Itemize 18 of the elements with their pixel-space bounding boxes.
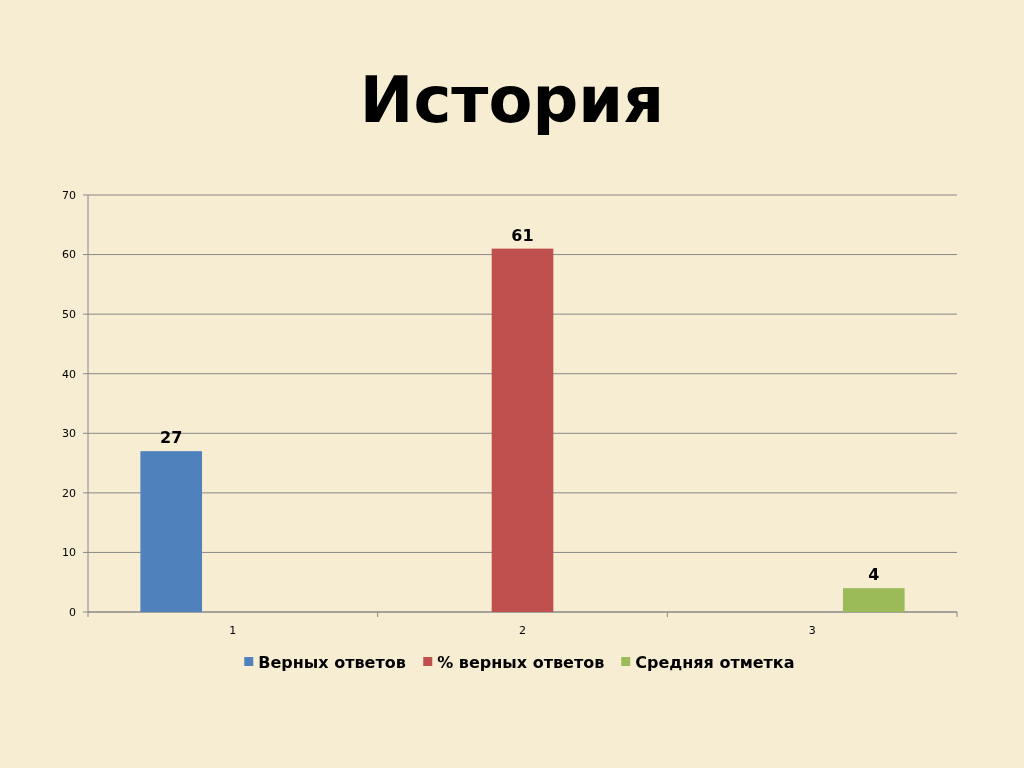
data-label: 27 xyxy=(160,428,183,448)
y-tick-label: 50 xyxy=(62,307,76,321)
y-tick-label: 10 xyxy=(62,546,76,560)
x-tick-label: 1 xyxy=(229,624,237,637)
y-tick-label: 20 xyxy=(62,486,76,500)
y-tick-label: 60 xyxy=(62,248,76,262)
legend-label: Верных ответов xyxy=(258,652,406,672)
data-label: 4 xyxy=(868,565,880,585)
x-tick-label: 3 xyxy=(808,624,816,637)
y-tick-label: 0 xyxy=(69,605,76,619)
x-tick-label: 2 xyxy=(519,624,526,637)
chart-title: История xyxy=(359,63,665,137)
legend-label: % верных ответов xyxy=(437,652,605,672)
y-tick-label: 30 xyxy=(62,427,76,441)
legend-label: Средняя отметка xyxy=(635,652,795,672)
y-tick-label: 70 xyxy=(62,188,76,202)
y-tick-label: 40 xyxy=(62,367,76,381)
data-label: 61 xyxy=(511,225,534,245)
